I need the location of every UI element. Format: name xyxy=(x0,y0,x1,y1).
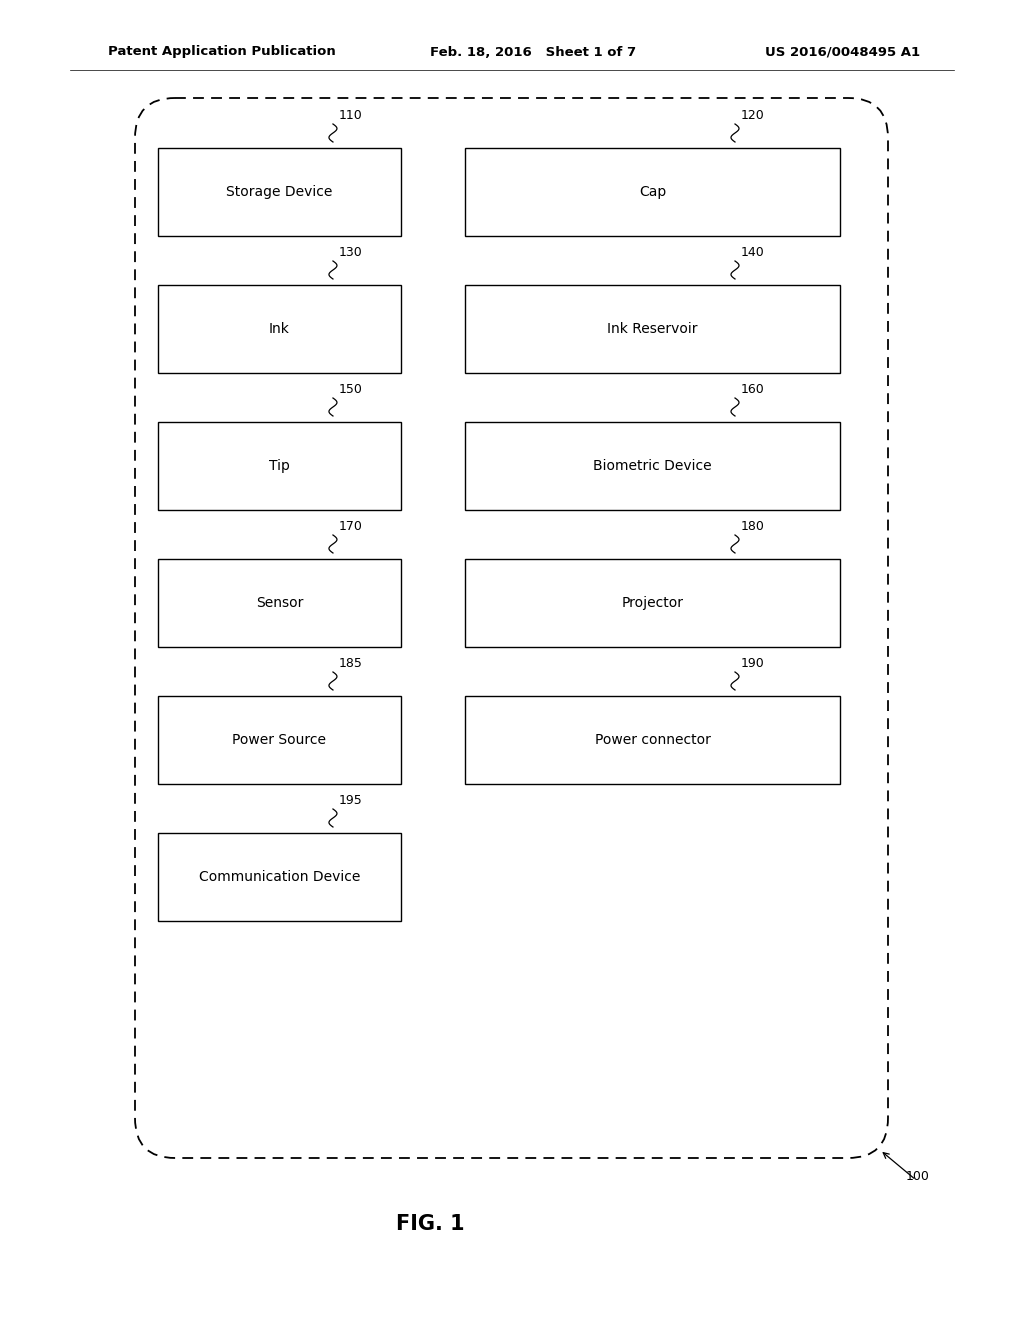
Bar xyxy=(465,696,840,784)
Text: 185: 185 xyxy=(339,657,362,671)
Text: 150: 150 xyxy=(339,383,362,396)
Text: Cap: Cap xyxy=(639,185,667,199)
Bar xyxy=(158,148,401,236)
Text: Ink Reservoir: Ink Reservoir xyxy=(607,322,697,337)
Text: 190: 190 xyxy=(741,657,765,671)
Text: 160: 160 xyxy=(741,383,765,396)
Text: Tip: Tip xyxy=(269,459,290,473)
Text: 195: 195 xyxy=(339,795,362,807)
Text: 140: 140 xyxy=(741,246,765,259)
Bar xyxy=(465,558,840,647)
Text: Feb. 18, 2016   Sheet 1 of 7: Feb. 18, 2016 Sheet 1 of 7 xyxy=(430,45,636,58)
Text: US 2016/0048495 A1: US 2016/0048495 A1 xyxy=(765,45,920,58)
Bar xyxy=(465,422,840,510)
Bar xyxy=(158,285,401,374)
Text: Projector: Projector xyxy=(622,597,683,610)
Text: Power Source: Power Source xyxy=(232,733,327,747)
Text: Power connector: Power connector xyxy=(595,733,711,747)
Text: Sensor: Sensor xyxy=(256,597,303,610)
Text: Patent Application Publication: Patent Application Publication xyxy=(108,45,336,58)
Bar xyxy=(465,148,840,236)
Text: 100: 100 xyxy=(906,1170,930,1183)
Bar xyxy=(158,422,401,510)
Bar xyxy=(158,696,401,784)
Text: 110: 110 xyxy=(339,110,362,121)
Text: Storage Device: Storage Device xyxy=(226,185,333,199)
Text: 130: 130 xyxy=(339,246,362,259)
Text: FIG. 1: FIG. 1 xyxy=(395,1213,465,1234)
Text: 170: 170 xyxy=(339,520,362,533)
Bar xyxy=(465,285,840,374)
Bar xyxy=(158,558,401,647)
Text: 180: 180 xyxy=(741,520,765,533)
Text: Biometric Device: Biometric Device xyxy=(593,459,712,473)
Text: Ink: Ink xyxy=(269,322,290,337)
Bar xyxy=(158,833,401,921)
Text: 120: 120 xyxy=(741,110,765,121)
Text: Communication Device: Communication Device xyxy=(199,870,360,884)
